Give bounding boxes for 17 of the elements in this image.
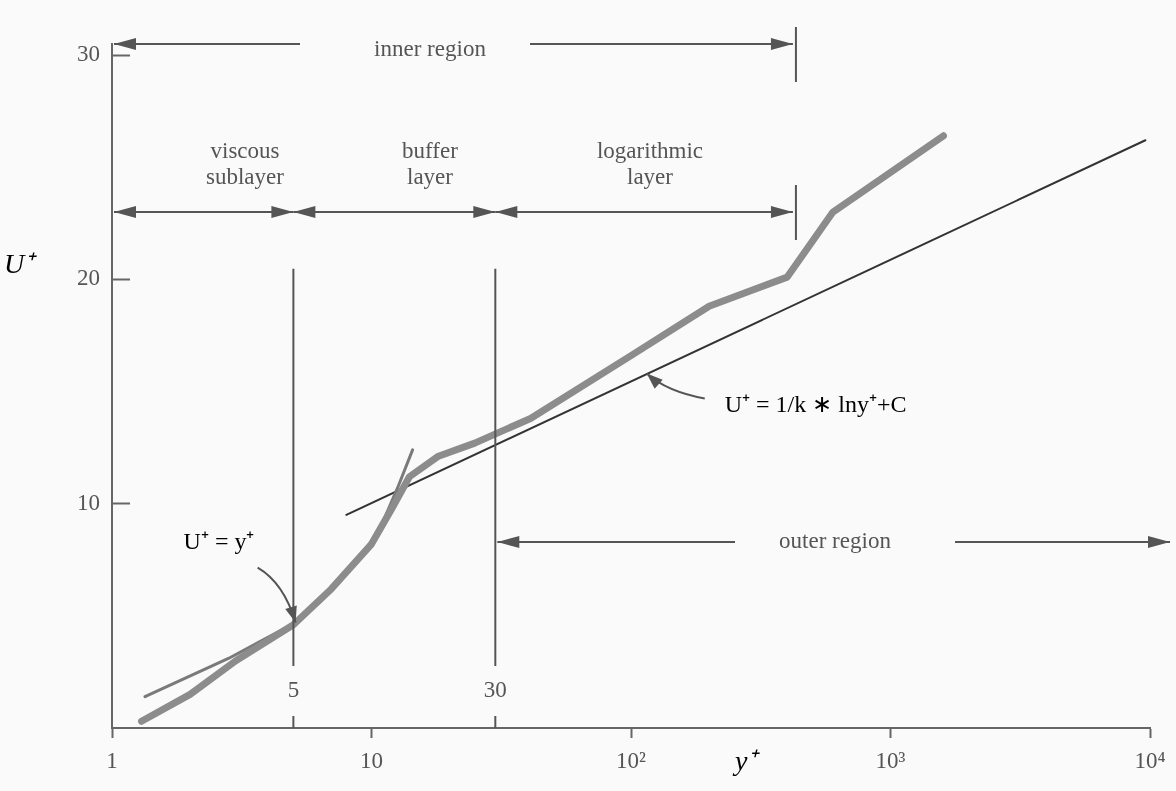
annotation: U⁺ = 1/k ∗ lny⁺+C — [724, 389, 907, 419]
ref-line-label: 5 — [287, 677, 300, 703]
annotation: viscous sublayer — [205, 138, 285, 190]
annotation: U⁺ = y⁺ — [183, 526, 255, 556]
annotation: logarithmic layer — [596, 138, 704, 190]
x-tick-label: 10 — [360, 747, 383, 773]
x-tick-label: 10² — [616, 747, 647, 773]
annotation: outer region — [778, 528, 892, 554]
x-tick-label: 10⁴ — [1134, 747, 1166, 773]
y-tick-label: 20 — [77, 265, 100, 291]
ref-line-label: 30 — [483, 677, 507, 703]
y-tick-label: 30 — [77, 41, 100, 67]
annotation: inner region — [373, 36, 487, 62]
x-tick-label: 1 — [106, 747, 118, 773]
x-tick-label: 10³ — [875, 747, 906, 773]
y-tick-label: 10 — [77, 489, 100, 515]
annotation: buffer layer — [401, 138, 459, 190]
